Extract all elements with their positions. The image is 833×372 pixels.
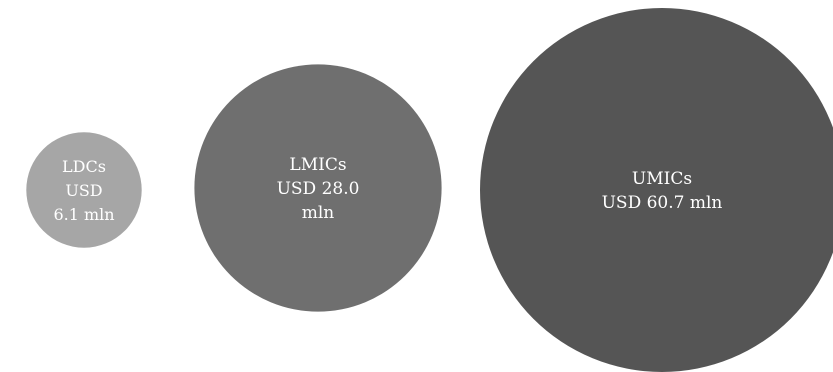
bubble-ldcs: [26, 132, 142, 248]
bubble-label-ldcs: LDCs USD 6.1 mln: [53, 157, 114, 224]
bubble-label-line: USD 60.7 mln: [602, 193, 723, 213]
bubble-label-line: LDCs: [62, 157, 106, 176]
bubble-label-lmics: LMICs USD 28.0 mln: [277, 155, 360, 223]
bubble-label-umics: UMICs USD 60.7 mln: [602, 169, 723, 213]
bubble-umics: [480, 8, 833, 372]
bubble-lmics: [194, 64, 442, 312]
bubbles-group: LDCs USD 6.1 mln LMICs USD 28.0 mln UMICs USD 6…: [26, 8, 833, 372]
bubble-label-line: mln: [302, 203, 335, 223]
bubble-label-line: LMICs: [289, 155, 346, 175]
bubble-label-line: UMICs: [632, 169, 692, 189]
bubble-label-line: USD: [65, 181, 102, 200]
bubble-label-line: USD 28.0: [277, 179, 360, 199]
bubble-label-line: 6.1 mln: [53, 205, 114, 224]
